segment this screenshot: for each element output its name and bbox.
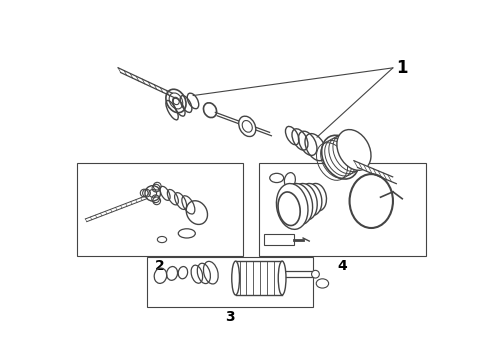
Polygon shape — [118, 68, 175, 98]
Bar — [259, 163, 425, 256]
Text: 3: 3 — [225, 310, 235, 324]
Bar — [77, 163, 244, 256]
Ellipse shape — [312, 270, 319, 278]
Bar — [147, 257, 313, 307]
Ellipse shape — [278, 261, 286, 295]
Ellipse shape — [284, 184, 313, 225]
Text: 4: 4 — [337, 259, 347, 273]
Polygon shape — [215, 112, 271, 136]
Text: 1: 1 — [396, 59, 408, 77]
Ellipse shape — [321, 135, 359, 179]
Text: 2: 2 — [155, 259, 165, 273]
Polygon shape — [85, 196, 147, 222]
Ellipse shape — [276, 184, 308, 229]
Polygon shape — [354, 161, 396, 184]
Bar — [264, 234, 294, 245]
Ellipse shape — [278, 192, 300, 225]
Ellipse shape — [239, 116, 256, 136]
Ellipse shape — [292, 184, 317, 220]
Polygon shape — [286, 271, 313, 277]
Ellipse shape — [232, 261, 240, 295]
Ellipse shape — [337, 130, 371, 170]
Ellipse shape — [300, 184, 322, 216]
Polygon shape — [236, 261, 282, 295]
